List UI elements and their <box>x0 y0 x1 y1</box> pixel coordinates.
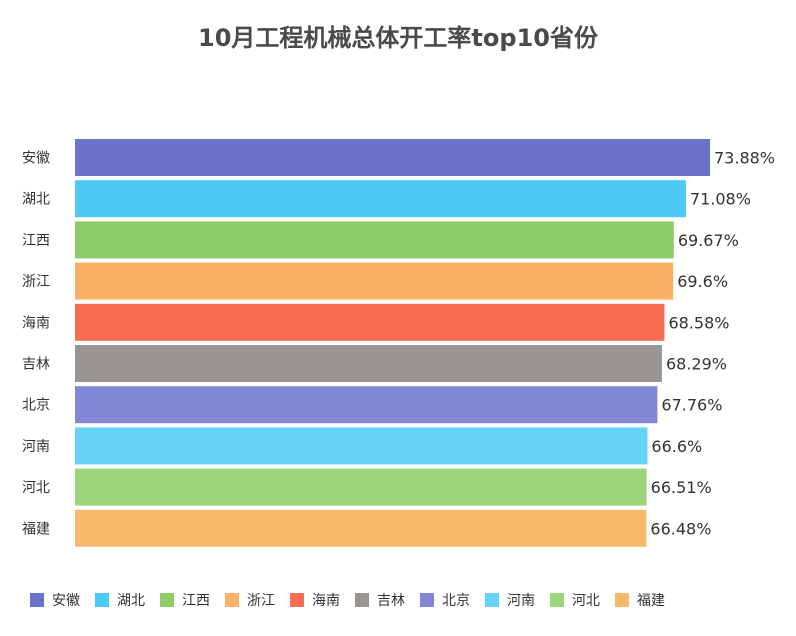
legend-item: 河北 <box>550 590 600 610</box>
category-label: 河南 <box>22 439 50 455</box>
legend-label: 浙江 <box>247 593 275 609</box>
value-label: 66.51% <box>651 478 712 497</box>
bars-group: 安徽 73.88% 湖北 71.08% 江西 69.67% 浙江 69.6% 海南 68.58% 吉… <box>22 139 775 547</box>
category-label: 江西 <box>22 233 50 249</box>
value-label: 68.58% <box>668 313 729 332</box>
bar <box>75 468 647 506</box>
legend-item: 海南 <box>290 590 340 610</box>
category-label: 海南 <box>22 315 50 331</box>
value-label: 66.48% <box>650 519 711 538</box>
legend-swatch <box>30 593 44 607</box>
legend-swatch <box>225 593 239 607</box>
bar <box>75 509 647 547</box>
bar <box>75 303 665 341</box>
legend-swatch <box>615 593 629 607</box>
legend-item: 吉林 <box>355 590 405 610</box>
value-label: 69.67% <box>678 231 739 250</box>
bar <box>75 262 674 300</box>
category-label: 河北 <box>22 480 50 496</box>
legend-label: 江西 <box>182 593 210 609</box>
bar <box>75 345 662 382</box>
legend-label: 吉林 <box>377 593 405 609</box>
chart-title: 10月工程机械总体开工率top10省份 <box>198 24 598 52</box>
bar <box>75 427 648 465</box>
legend-label: 福建 <box>637 593 665 609</box>
legend-label: 安徽 <box>52 593 80 609</box>
bar <box>75 221 674 259</box>
legend: 安徽 湖北 江西 浙江 海南 吉林 北京 河南 河北 福建 <box>30 590 680 610</box>
legend-swatch <box>550 593 564 607</box>
legend-label: 湖北 <box>117 593 145 609</box>
legend-swatch <box>420 593 434 607</box>
legend-label: 河北 <box>572 593 600 609</box>
category-label: 安徽 <box>22 151 50 167</box>
legend-swatch <box>160 593 174 607</box>
bar <box>75 386 658 424</box>
category-label: 浙江 <box>22 274 50 290</box>
legend-item: 北京 <box>420 590 470 610</box>
legend-label: 海南 <box>312 593 340 609</box>
bar <box>75 180 686 218</box>
value-label: 69.6% <box>677 272 728 291</box>
legend-item: 福建 <box>615 590 665 610</box>
category-label: 北京 <box>22 398 50 414</box>
value-label: 66.6% <box>651 437 702 456</box>
legend-item: 浙江 <box>225 590 275 610</box>
legend-item: 安徽 <box>30 590 80 610</box>
value-label: 73.88% <box>714 149 775 168</box>
legend-item: 湖北 <box>95 590 145 610</box>
category-label: 福建 <box>22 521 50 537</box>
legend-item: 江西 <box>160 590 210 610</box>
legend-label: 河南 <box>507 593 535 609</box>
legend-swatch <box>95 593 109 607</box>
legend-item: 河南 <box>485 590 535 610</box>
value-label: 71.08% <box>690 190 751 209</box>
legend-label: 北京 <box>442 593 470 609</box>
legend-swatch <box>355 593 369 607</box>
category-label: 湖北 <box>22 192 50 208</box>
legend-swatch <box>485 593 499 607</box>
bar <box>75 139 710 176</box>
value-label: 68.29% <box>666 355 727 374</box>
legend-swatch <box>290 593 304 607</box>
value-label: 67.76% <box>661 396 722 415</box>
category-label: 吉林 <box>22 357 50 373</box>
